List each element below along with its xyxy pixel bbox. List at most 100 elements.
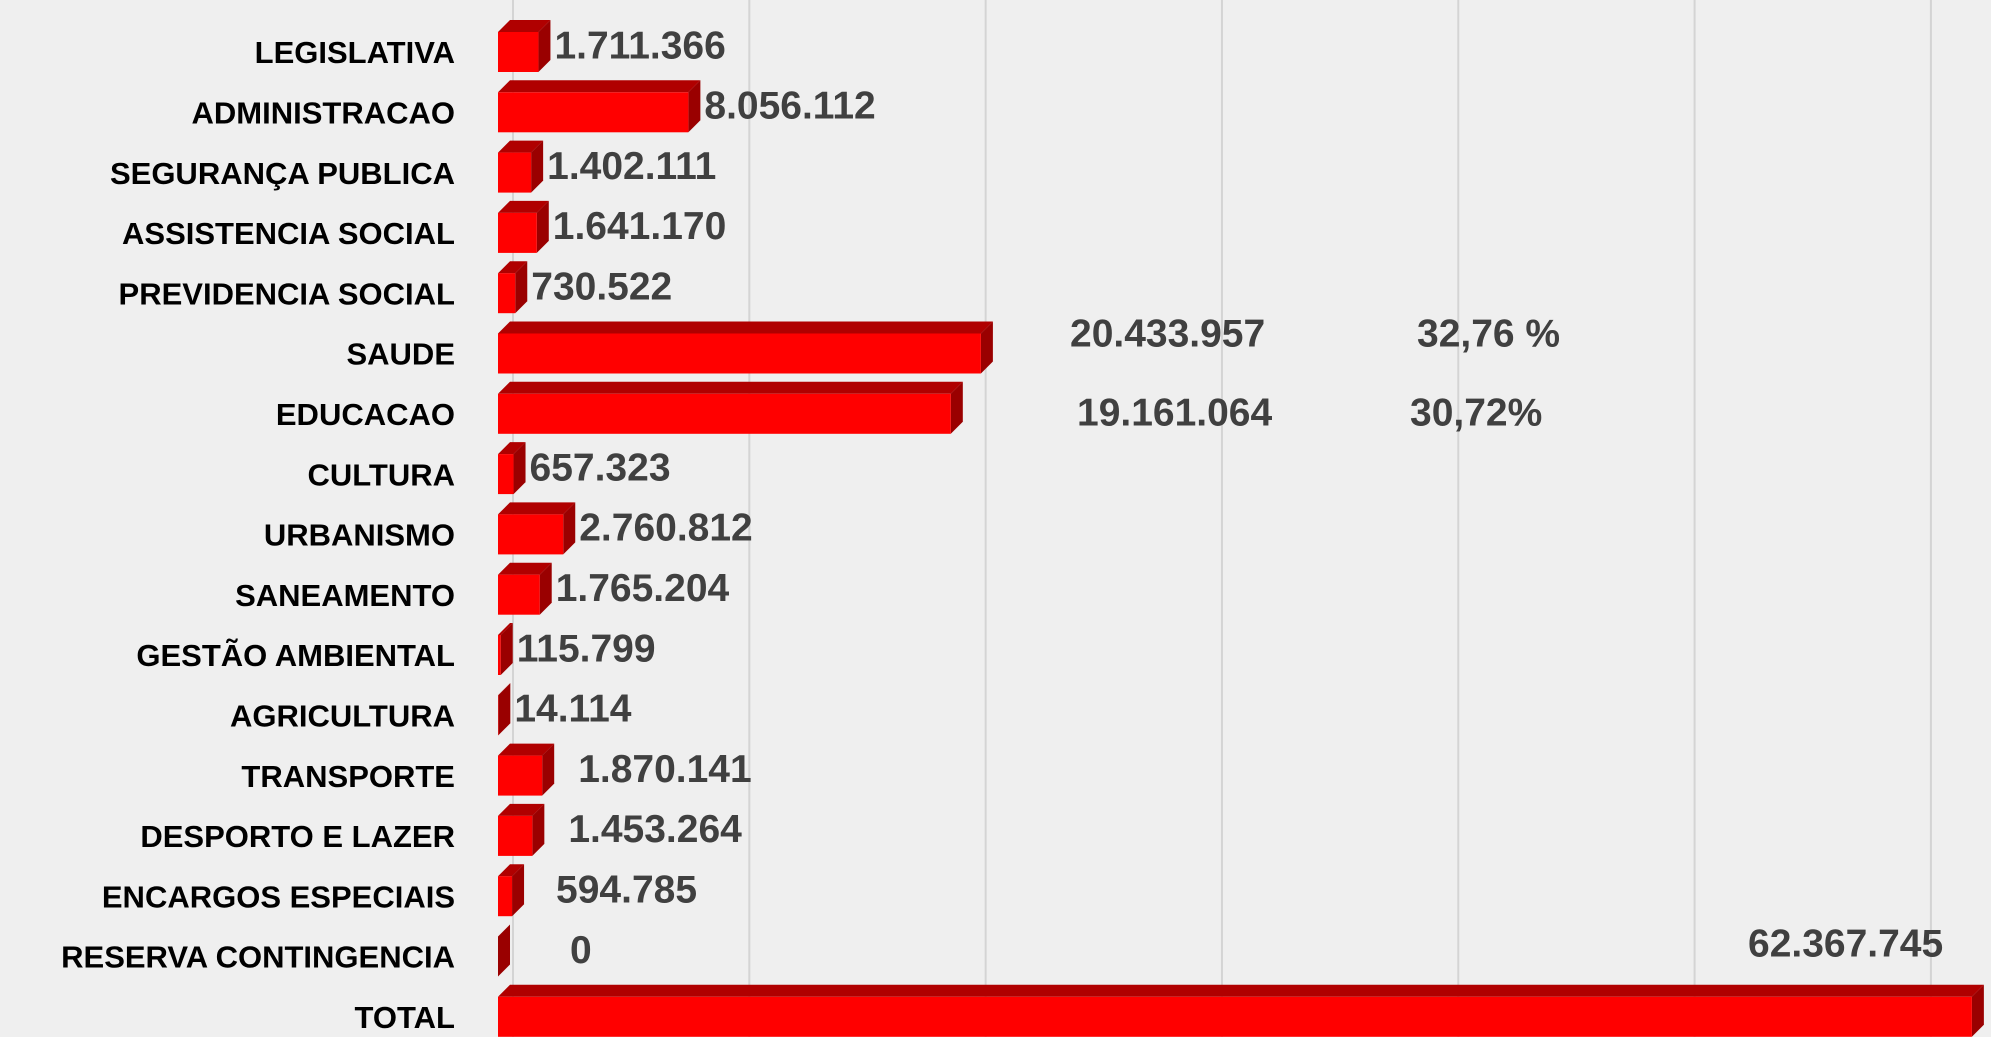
bar-top [498, 20, 551, 32]
bar-side [531, 140, 544, 193]
bar-side [498, 683, 511, 736]
bar [498, 20, 551, 72]
category-label: DESPORTO E LAZER [140, 819, 455, 854]
bar-top [498, 803, 545, 816]
bar [498, 80, 701, 133]
bar-top [498, 140, 544, 153]
value-label: 1.711.366 [554, 24, 725, 67]
category-label: GESTÃO AMBIENTAL [136, 638, 455, 673]
category-label: ADMINISTRACAO [192, 95, 456, 130]
bar-top [498, 743, 555, 756]
category-label: CULTURA [307, 457, 455, 492]
bar-top [498, 864, 525, 877]
value-label: 8.056.112 [704, 85, 875, 128]
bar-top [498, 623, 513, 635]
bar-side [542, 743, 555, 796]
category-label: AGRICULTURA [230, 698, 455, 733]
value-label: 0 [570, 929, 592, 972]
bar [498, 321, 993, 374]
value-label: 14.114 [514, 688, 631, 731]
bar-side [532, 803, 545, 856]
bar-front [498, 92, 689, 133]
bar [498, 864, 525, 917]
bar-top [498, 80, 701, 93]
bar-front [498, 32, 539, 72]
value-label: 594.785 [556, 868, 697, 911]
bar-front [498, 212, 537, 253]
category-label: SEGURANÇA PUBLICA [110, 156, 455, 191]
category-label: PREVIDENCIA SOCIAL [119, 276, 455, 311]
bar [498, 261, 528, 314]
category-label: ASSISTENCIA SOCIAL [122, 216, 455, 251]
bar-front [498, 876, 513, 917]
bar-front [498, 514, 564, 555]
bar-front [498, 393, 951, 434]
category-label: ENCARGOS ESPECIAIS [102, 879, 455, 914]
bar-top [498, 381, 963, 394]
bar-side [498, 924, 510, 977]
category-label: LEGISLATIVA [255, 35, 455, 70]
category-label: RESERVA CONTINGENCIA [61, 940, 455, 975]
bar [498, 683, 511, 736]
bar [498, 200, 549, 253]
bar-front [498, 152, 532, 193]
category-label: URBANISMO [264, 518, 455, 553]
bar [498, 924, 510, 977]
bar-top [498, 683, 511, 696]
bar-side [980, 321, 993, 374]
bar-front [498, 635, 501, 675]
value-label: 1.402.111 [547, 145, 716, 188]
bar-side [950, 381, 963, 434]
bar-top [498, 984, 1984, 997]
bar [498, 562, 552, 615]
value-label: 115.799 [517, 627, 656, 670]
bar-top [498, 200, 549, 213]
bar [498, 140, 544, 193]
bar-top [498, 321, 993, 334]
bar-side [539, 562, 552, 615]
value-label: 730.522 [531, 265, 672, 308]
bar-top [498, 261, 528, 274]
bar-top [498, 562, 552, 575]
annotation: 32,76 % [1417, 312, 1560, 355]
bar [498, 623, 513, 675]
category-label: SAUDE [346, 337, 455, 372]
bar-side [688, 80, 701, 133]
bar-top [498, 442, 526, 455]
bar [498, 743, 555, 796]
bar-side [538, 20, 551, 72]
bar-front [498, 574, 540, 615]
value-label: 1.453.264 [568, 808, 742, 851]
bar [498, 803, 545, 856]
value-label: 1.870.141 [578, 748, 752, 791]
value-label: 62.367.745 [1748, 922, 1943, 965]
category-label: EDUCACAO [276, 397, 455, 432]
value-label: 20.433.957 [1070, 312, 1265, 355]
bar-front [498, 273, 516, 314]
value-label: 1.765.204 [556, 567, 730, 610]
value-label: 657.323 [530, 446, 671, 489]
bar-front [498, 996, 1972, 1037]
category-label: SANEAMENTO [235, 578, 455, 613]
bar-side [512, 864, 525, 917]
bar-side [563, 502, 576, 555]
category-label: TRANSPORTE [241, 759, 455, 794]
bar-side [513, 442, 526, 495]
annotation: 30,72% [1410, 391, 1542, 434]
value-label: 19.161.064 [1077, 391, 1273, 434]
bar [498, 381, 963, 434]
category-label: TOTAL [355, 1000, 455, 1035]
value-label: 2.760.812 [579, 507, 753, 550]
bar-front [498, 755, 543, 796]
bar-side [1971, 984, 1984, 1037]
bar-side [500, 623, 513, 675]
bar-side [536, 200, 549, 253]
bar [498, 442, 526, 495]
bar-side [515, 261, 528, 314]
value-label: 1.641.170 [553, 205, 727, 248]
bar-front [498, 815, 533, 856]
bar-top [498, 502, 576, 515]
bar [498, 502, 576, 555]
